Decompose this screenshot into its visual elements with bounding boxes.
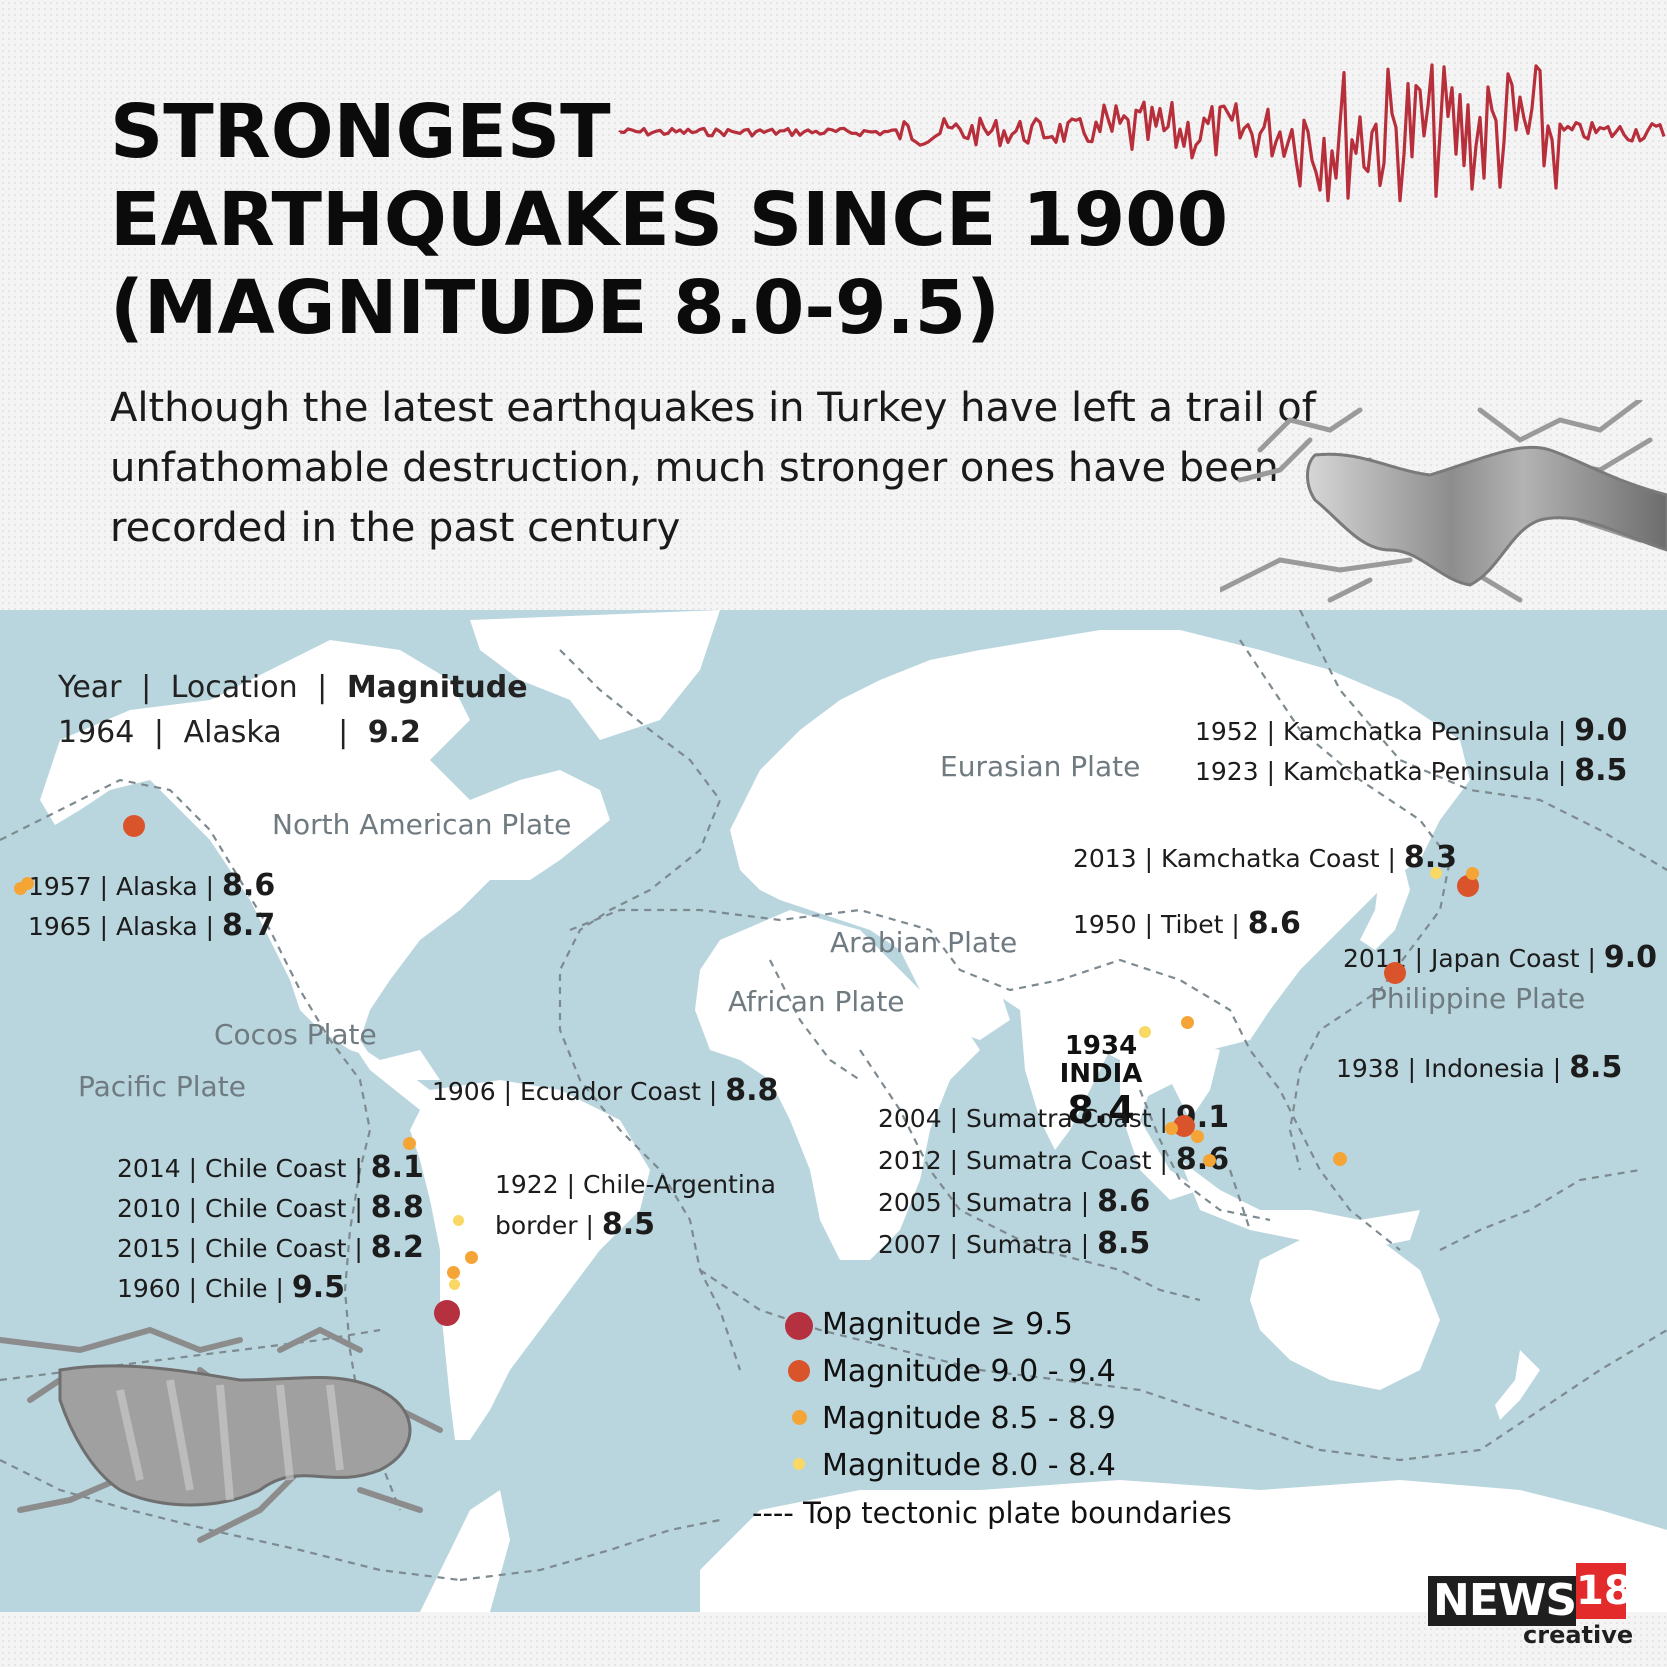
- quake-label-2007-sumatra: 2007 | Sumatra | 8.5: [878, 1226, 1151, 1261]
- landmass-north-america: [40, 640, 610, 1080]
- quake-label-2005-sumatra: 2005 | Sumatra | 8.6: [878, 1184, 1151, 1219]
- title-line-2: EARTHQUAKES SINCE 1900: [110, 177, 1229, 263]
- key-magnitude: Magnitude: [346, 670, 528, 705]
- quake-marker-2004-sumatra: [1173, 1115, 1195, 1137]
- quake-label-2011-japan: 2011 | Japan Coast | 9.0: [1343, 940, 1658, 975]
- legend-swatch-9-5: [785, 1312, 813, 1340]
- logo-18-badge: 18: [1576, 1563, 1632, 1619]
- plate-label-philippine: Philippine Plate: [1370, 982, 1586, 1015]
- legend-swatch-9-0: [788, 1360, 810, 1382]
- quake-label-1952-kamchatka: 1952 | Kamchatka Peninsula | 9.0: [1195, 713, 1628, 748]
- map-canvas: [0, 610, 1667, 1612]
- landmass-arabia: [900, 950, 1010, 1040]
- landmass-greenland: [470, 610, 720, 740]
- quake-label-1957-alaska: 1957 | Alaska | 8.6: [28, 868, 276, 903]
- world-map: North American Plate Eurasian Plate Arab…: [0, 610, 1667, 1612]
- key-location: Location: [170, 670, 298, 705]
- quake-label-1906-ecuador: 1906 | Ecuador Coast | 8.8: [432, 1073, 779, 1108]
- map-crack-illustration: [0, 1326, 443, 1543]
- quake-marker-2012-sumatra: [1165, 1122, 1178, 1135]
- quake-marker-1923-kamchatka: [1466, 867, 1479, 880]
- seismograph-line: [618, 63, 1666, 203]
- plate-label-eurasian: Eurasian Plate: [940, 750, 1141, 783]
- quake-marker-1964-alaska: [123, 815, 145, 837]
- landmass-antarctic-peninsula: [420, 1490, 510, 1612]
- logo-background: [1428, 1576, 1576, 1626]
- key-header: Year | Location | Magnitude: [58, 670, 528, 705]
- quake-marker-1938-indonesia: [1333, 1152, 1347, 1166]
- key-example-location: Alaska: [183, 715, 282, 750]
- quake-marker-1906-ecuador: [403, 1137, 416, 1150]
- landmass-central-america: [350, 1040, 440, 1110]
- key-example-year: 1964: [58, 715, 135, 750]
- legend-swatch-8-5: [792, 1410, 807, 1425]
- legend-plate-boundaries: ---- Top tectonic plate boundaries: [752, 1496, 1232, 1530]
- quake-label-1934-india: 1934 INDIA 8.4: [1059, 1031, 1143, 1132]
- quake-marker-1934-india: [1139, 1026, 1151, 1038]
- landmass-new-zealand: [1495, 1350, 1540, 1420]
- logo-creative-text: creative: [1523, 1621, 1634, 1649]
- plate-label-north-american: North American Plate: [272, 808, 572, 841]
- plate-boundaries: [0, 610, 1667, 1582]
- quake-marker-1952-kamchatka: [1457, 875, 1479, 897]
- legend-label-9-0: Magnitude 9.0 - 9.4: [822, 1354, 1116, 1389]
- landmass-south-america: [410, 1080, 650, 1440]
- key-separator: |: [338, 715, 349, 750]
- subtitle: Although the latest earthquakes in Turke…: [110, 385, 1316, 551]
- legend-swatch-8-0: [793, 1458, 805, 1470]
- quake-marker-2011-japan: [1384, 962, 1406, 984]
- plate-label-african: African Plate: [728, 985, 905, 1018]
- landmass-africa: [695, 910, 980, 1260]
- landmass-antarctica: [700, 1480, 1667, 1612]
- quake-label-2015-chile: 2015 | Chile Coast | 8.2: [117, 1230, 424, 1265]
- quake-label-2004-sumatra: 2004 | Sumatra Coast | 9.1: [878, 1100, 1230, 1135]
- key-separator: |: [317, 670, 328, 705]
- quake-marker-2010-chile: [447, 1266, 460, 1279]
- quake-marker-1960-chile: [434, 1300, 460, 1326]
- quake-marker-1965-alaska: [21, 877, 34, 890]
- page-title: STRONGEST EARTHQUAKES SINCE 1900 (MAGNIT…: [110, 88, 1228, 352]
- key-example-magnitude: 9.2: [367, 715, 421, 750]
- landmass-japan: [1360, 850, 1410, 950]
- key-year: Year: [58, 670, 122, 705]
- title-line-3: (MAGNITUDE 8.0-9.5): [110, 265, 1000, 351]
- landmass-indonesia: [1180, 1160, 1420, 1250]
- logo-news-text: NEWS: [1433, 1575, 1577, 1626]
- landmass-australia: [1250, 1230, 1440, 1390]
- quake-label-2013-kamchatka: 2013 | Kamchatka Coast | 8.3: [1073, 840, 1457, 875]
- ground-crack-illustration: [1220, 400, 1667, 603]
- landmass-eurasia: [730, 630, 1470, 1100]
- legend-label-8-5: Magnitude 8.5 - 8.9: [822, 1401, 1116, 1436]
- plate-label-cocos: Cocos Plate: [214, 1018, 377, 1051]
- key-example-row: 1964 | Alaska | 9.2: [58, 715, 421, 750]
- quake-marker-2007-sumatra: [1203, 1154, 1216, 1167]
- quake-marker-1922-chile-argentina: [465, 1251, 478, 1264]
- quake-marker-2005-sumatra: [1191, 1130, 1204, 1143]
- quake-label-1938-indonesia: 1938 | Indonesia | 8.5: [1336, 1050, 1623, 1085]
- quake-label-1950-tibet: 1950 | Tibet | 8.6: [1073, 906, 1301, 941]
- news18-creative-logo: NEWS 18 creative: [1428, 1563, 1633, 1651]
- quake-marker-2015-chile: [449, 1279, 460, 1290]
- plate-label-pacific: Pacific Plate: [78, 1070, 246, 1103]
- quake-label-2014-chile: 2014 | Chile Coast | 8.1: [117, 1150, 424, 1185]
- landmass-india: [1020, 1010, 1110, 1150]
- quake-marker-2013-kamchatka: [1430, 867, 1442, 879]
- quake-label-1960-chile: 1960 | Chile | 9.5: [117, 1270, 346, 1305]
- key-separator: |: [141, 670, 152, 705]
- plate-label-arabian: Arabian Plate: [830, 926, 1018, 959]
- quake-label-1965-alaska: 1965 | Alaska | 8.7: [28, 908, 276, 943]
- key-separator: |: [153, 715, 165, 750]
- quake-label-2010-chile: 2010 | Chile Coast | 8.8: [117, 1190, 424, 1225]
- title-line-1: STRONGEST: [110, 89, 611, 175]
- quake-marker-2014-chile: [453, 1215, 464, 1226]
- legend-label-9-5: Magnitude ≥ 9.5: [822, 1307, 1073, 1342]
- landmass-se-asia: [1120, 1040, 1220, 1200]
- quake-marker-1950-tibet: [1181, 1016, 1194, 1029]
- quake-label-1922-chile-argentina: 1922 | Chile-Argentina border | 8.5: [495, 1170, 776, 1242]
- legend-label-8-0: Magnitude 8.0 - 8.4: [822, 1448, 1116, 1483]
- quake-label-1923-kamchatka: 1923 | Kamchatka Peninsula | 8.5: [1195, 753, 1628, 788]
- quake-label-2012-sumatra: 2012 | Sumatra Coast | 8.6: [878, 1142, 1229, 1177]
